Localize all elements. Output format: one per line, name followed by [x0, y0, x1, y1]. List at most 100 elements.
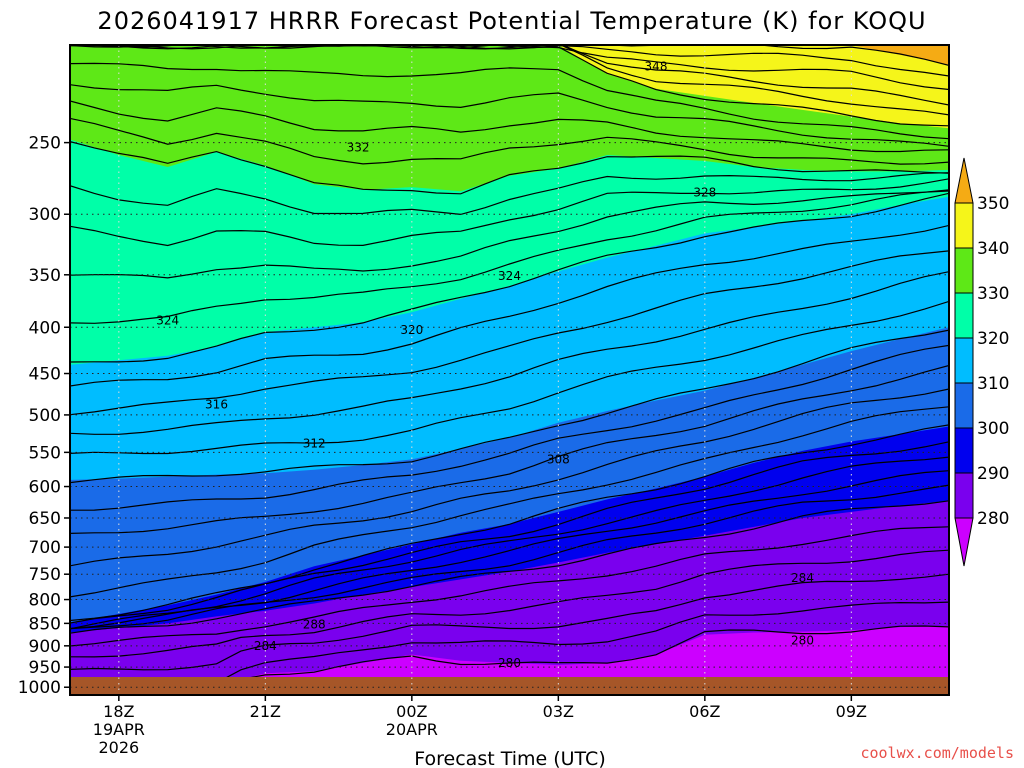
y-tick-label: 350	[29, 266, 61, 286]
isotherm-286	[70, 549, 949, 658]
colorbar-segment	[954, 472, 974, 519]
colorbar-extend-top	[954, 157, 974, 204]
chart-title: 2026041917 HRRR Forecast Potential Tempe…	[97, 7, 926, 35]
colorbar-label: 300	[977, 419, 1009, 439]
colorbar-label: 350	[977, 194, 1009, 214]
y-tick-label: 500	[29, 406, 61, 426]
contour-label: 280	[791, 634, 814, 648]
contour-label: 284	[791, 571, 814, 585]
isotherm-324	[70, 189, 949, 279]
isotherm-294	[70, 470, 949, 630]
isotherm-306	[70, 364, 949, 534]
isotherm-328	[70, 172, 949, 216]
isotherm-338	[70, 62, 949, 140]
y-tick-label: 250	[29, 134, 61, 154]
isotherm-290	[70, 500, 949, 634]
colorbar-extend-bottom	[954, 517, 974, 567]
credit-text: coolwx.com/models	[860, 744, 1014, 762]
contour-lines	[70, 45, 949, 695]
plot-area: 348 332 328 324 324 320 316 312 308 288 284 284 280 2…	[70, 45, 949, 695]
isotherm-296	[70, 456, 949, 630]
colorbar-label: 280	[977, 509, 1009, 529]
x-tick-sublabel: 19APR	[93, 720, 145, 739]
contour-label: 288	[303, 617, 326, 631]
y-tick-label: 650	[29, 509, 61, 529]
y-tick-label: 450	[29, 365, 61, 385]
y-tick-label: 900	[29, 637, 61, 657]
contour-label: 348	[645, 60, 668, 74]
isotherm-314	[70, 271, 949, 435]
y-axis-ticks: 250 300 350 400 450 500 550 600 650 700 750 800 850 9…	[18, 134, 70, 698]
y-tick-label: 800	[29, 591, 61, 611]
isotherm-346	[70, 45, 949, 91]
y-tick-label: 300	[29, 205, 61, 225]
colorbar-label: 290	[977, 464, 1009, 484]
isotherm-334	[70, 100, 949, 153]
isotherm-326	[70, 178, 949, 247]
isotherm-330	[70, 141, 949, 195]
isotherm-308	[70, 344, 949, 511]
isotherm-318	[70, 224, 949, 387]
contour-label: 320	[400, 323, 423, 337]
isotherm-322	[70, 190, 949, 324]
contour-label: 284	[254, 639, 277, 653]
isotherm-292	[70, 484, 949, 630]
colorbar-label: 340	[977, 239, 1009, 259]
isotherm-348	[75, 45, 949, 77]
grid-lines	[70, 45, 949, 695]
x-tick-label: 21Z	[250, 702, 281, 721]
isotherm-344	[70, 45, 949, 106]
contour-label: 308	[547, 452, 570, 466]
colorbar-label: 320	[977, 329, 1009, 349]
colorbar-segment	[954, 427, 974, 474]
contour-label: 316	[205, 398, 228, 412]
isotherm-320	[70, 192, 949, 363]
x-tick-label: 03Z	[543, 702, 574, 721]
fill-band-340	[70, 45, 949, 129]
isotherm-302	[70, 406, 949, 598]
contour-label: 332	[347, 140, 370, 154]
colorbar-segment	[954, 292, 974, 339]
contour-labels: 348 332 328 324 324 320 316 312 308 288 284 284 280 2…	[156, 60, 814, 670]
colorbar-label: 310	[977, 374, 1009, 394]
colorbar: 280 290 300 310 320 330 340 350	[954, 157, 1009, 567]
colorbar-segment	[954, 202, 974, 249]
isotherm-288	[70, 526, 949, 647]
isotherm-350	[70, 45, 949, 66]
isotherm-336	[70, 84, 949, 147]
y-tick-label: 400	[29, 318, 61, 338]
contour-label: 324	[498, 269, 521, 283]
x-tick-label: 06Z	[689, 702, 720, 721]
y-tick-label: 700	[29, 538, 61, 558]
colorbar-label: 330	[977, 284, 1009, 304]
isotherm-342	[70, 45, 949, 116]
contour-label: 312	[303, 437, 326, 451]
contour-label: 324	[156, 313, 179, 327]
y-tick-label: 550	[29, 443, 61, 463]
plot-frame	[69, 44, 950, 696]
fill-band-350	[70, 45, 949, 65]
y-tick-label: 850	[29, 614, 61, 634]
y-tick-label: 600	[29, 478, 61, 498]
x-axis-label: Forecast Time (UTC)	[414, 748, 605, 768]
colorbar-segment	[954, 247, 974, 294]
x-tick-label: 18Z	[103, 702, 134, 721]
y-tick-label: 750	[29, 565, 61, 585]
x-tick-label: 09Z	[836, 702, 867, 721]
isotherm-310	[70, 329, 949, 484]
x-tick-label: 00Z	[396, 702, 427, 721]
filled-contours	[70, 45, 949, 695]
colorbar-segment	[954, 337, 974, 384]
ground-below-surface	[70, 677, 949, 695]
isotherm-316	[70, 250, 949, 416]
isotherm-304	[70, 388, 949, 567]
isotherm-284	[70, 573, 949, 671]
isotherm-312	[70, 300, 949, 455]
y-tick-label: 1000	[18, 678, 61, 698]
isotherm-298	[70, 441, 949, 624]
x-tick-sublabel: 2026	[98, 738, 139, 757]
contour-label: 328	[693, 186, 716, 200]
isotherm-332	[70, 117, 949, 165]
contour-label: 280	[498, 656, 521, 670]
